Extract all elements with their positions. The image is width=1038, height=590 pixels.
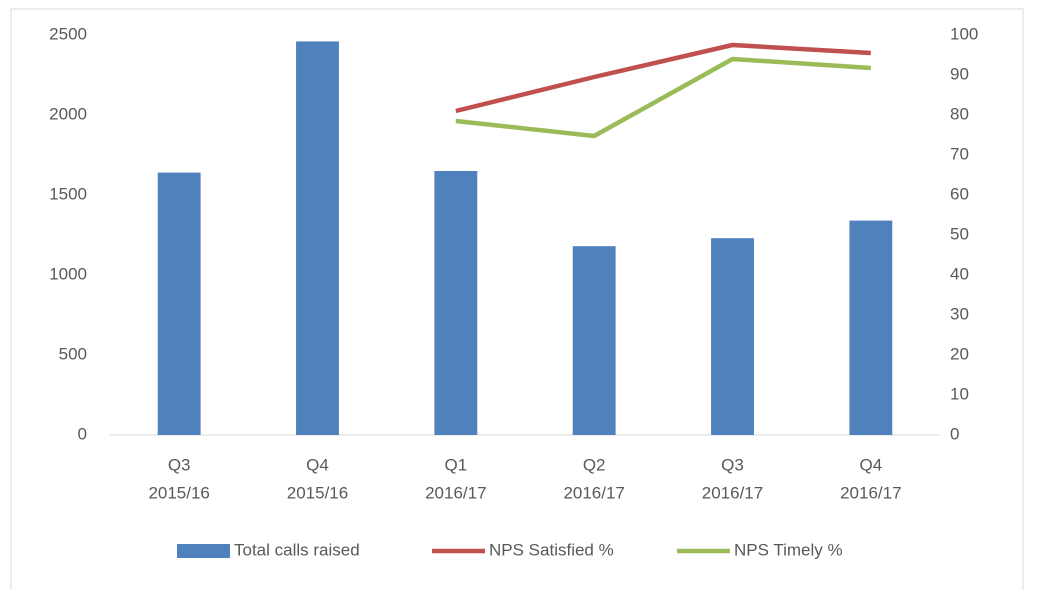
x-tick-label: 2016/17 xyxy=(840,483,901,502)
bar xyxy=(434,171,478,435)
y2-tick-label: 40 xyxy=(950,264,969,283)
y-tick-label: 500 xyxy=(59,344,87,363)
x-tick-label: Q2 xyxy=(583,455,606,474)
y-tick-label: 2000 xyxy=(49,104,87,123)
bar xyxy=(711,238,754,435)
y2-tick-label: 80 xyxy=(950,104,969,123)
y-tick-label: 0 xyxy=(78,424,87,443)
legend-label: NPS Timely % xyxy=(734,540,843,559)
y2-tick-label: 0 xyxy=(950,424,959,443)
y-tick-label: 2500 xyxy=(49,24,87,43)
legend-swatch xyxy=(177,544,230,558)
legend-label: NPS Satisfied % xyxy=(489,540,614,559)
y2-tick-label: 10 xyxy=(950,384,969,403)
x-tick-label: Q3 xyxy=(168,455,191,474)
x-tick-label: 2015/16 xyxy=(287,483,348,502)
x-tick-label: Q4 xyxy=(859,455,882,474)
y2-tick-label: 20 xyxy=(950,344,969,363)
y2-tick-label: 60 xyxy=(950,184,969,203)
bar xyxy=(157,172,201,435)
y-tick-label: 1500 xyxy=(49,184,87,203)
x-tick-label: Q3 xyxy=(721,455,744,474)
bar xyxy=(849,220,893,435)
y2-tick-label: 100 xyxy=(950,24,978,43)
x-tick-label: Q1 xyxy=(444,455,467,474)
y-tick-label: 1000 xyxy=(49,264,87,283)
y2-tick-label: 30 xyxy=(950,304,969,323)
y2-tick-label: 50 xyxy=(950,224,969,243)
line xyxy=(455,42,871,114)
legend-label: Total calls raised xyxy=(234,540,360,559)
y2-tick-label: 70 xyxy=(950,144,969,163)
x-tick-label: 2016/17 xyxy=(425,483,486,502)
y2-tick-label: 90 xyxy=(950,64,969,83)
bar xyxy=(572,246,616,435)
line xyxy=(455,56,871,139)
x-tick-label: 2015/16 xyxy=(148,483,209,502)
x-tick-label: Q4 xyxy=(306,455,329,474)
bar xyxy=(296,41,339,436)
x-tick-label: 2016/17 xyxy=(563,483,624,502)
x-tick-label: 2016/17 xyxy=(702,483,763,502)
